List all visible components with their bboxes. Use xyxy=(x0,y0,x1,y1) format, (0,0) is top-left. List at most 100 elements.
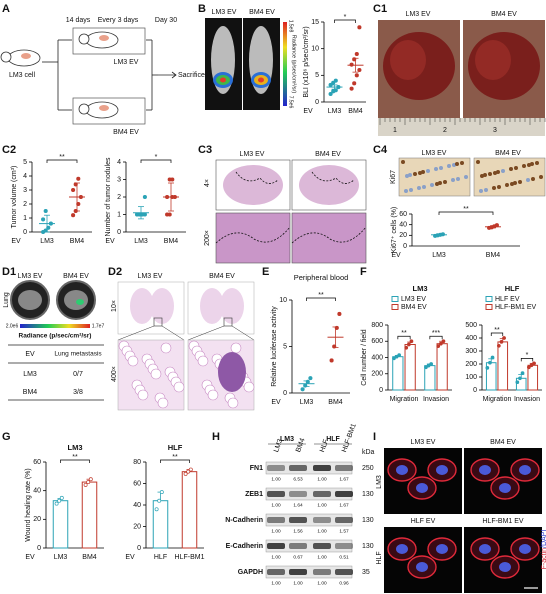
band xyxy=(267,517,285,523)
band xyxy=(335,465,353,471)
y-tick-label: 0 xyxy=(117,229,121,236)
alveolus xyxy=(173,381,185,393)
bar xyxy=(515,377,527,391)
arrow xyxy=(158,71,177,79)
panel-letter: D1 xyxy=(2,266,16,278)
alveolus xyxy=(197,355,209,367)
label: LM3 cell xyxy=(9,72,36,79)
panel-letter: D2 xyxy=(108,266,122,278)
label: 2 xyxy=(443,127,447,134)
alveolus xyxy=(127,355,139,367)
nucleus xyxy=(396,544,408,554)
signal xyxy=(258,77,264,83)
nucleus xyxy=(408,173,412,177)
ratio-label: 1.00 xyxy=(271,528,281,534)
legend-swatch xyxy=(391,296,399,302)
data-point xyxy=(337,311,342,317)
data-point xyxy=(499,340,504,344)
label: LM3 xyxy=(376,475,383,489)
lane-label: LM3 xyxy=(273,438,284,453)
significance-bracket xyxy=(520,358,534,362)
alveolus xyxy=(150,368,162,380)
x-tick-label: BM4 xyxy=(348,108,363,115)
x-axis-label: EV xyxy=(391,252,401,259)
nucleus xyxy=(447,164,451,168)
data-point xyxy=(76,176,81,181)
bar xyxy=(52,500,69,549)
x-axis-label: EV xyxy=(271,399,281,406)
y-axis-label: Ki67⁺ cells (%) xyxy=(391,207,398,253)
data-point xyxy=(354,73,359,78)
band xyxy=(267,491,285,497)
significance-label: ** xyxy=(494,327,500,334)
data-point xyxy=(142,194,147,200)
significance-label: * xyxy=(526,352,529,359)
nucleus xyxy=(401,160,405,164)
y-tick-label: 0 xyxy=(137,545,141,552)
label: HLF xyxy=(376,551,383,564)
y-tick-label: 0 xyxy=(403,243,407,250)
label: LM3 EV xyxy=(406,11,431,18)
tumor xyxy=(99,35,109,41)
legend-label: BM4 EV xyxy=(401,304,427,311)
tumor-border xyxy=(311,171,355,184)
data-point xyxy=(328,91,333,97)
data-point xyxy=(333,78,338,83)
ruler xyxy=(378,118,545,136)
alveolus xyxy=(207,389,219,401)
stain-label: F-actin xyxy=(541,548,546,570)
x-tick-label: LM3 xyxy=(40,238,54,245)
lung xyxy=(18,290,42,310)
y-axis-label: Wound healing rate (%) xyxy=(25,468,32,541)
nucleus xyxy=(514,166,518,170)
ratio-label: 0.67 xyxy=(293,554,303,560)
y-tick-label: 20 xyxy=(399,232,407,239)
label: LM3 EV xyxy=(422,150,447,157)
panel-letter: C3 xyxy=(198,144,212,156)
stain-label: /DAPI xyxy=(541,530,546,548)
significance-bracket xyxy=(160,459,190,463)
data-point xyxy=(308,376,313,381)
data-point xyxy=(186,469,191,474)
ratio-label: 0.51 xyxy=(339,554,349,560)
label: BM4 EV xyxy=(490,439,516,446)
lung-lobe xyxy=(130,288,154,324)
ratio-label: 6.53 xyxy=(293,476,303,482)
nucleus xyxy=(426,169,430,173)
nucleus xyxy=(436,544,448,554)
bar xyxy=(392,356,404,391)
tissue xyxy=(299,165,359,205)
data-point xyxy=(406,342,411,347)
panel-letter: E xyxy=(262,266,269,278)
lung-lobe xyxy=(220,288,244,324)
nucleus xyxy=(535,161,539,165)
data-point xyxy=(404,345,409,350)
scale-label: 2.0e6 xyxy=(6,323,19,329)
alveolus xyxy=(227,397,239,409)
nucleus xyxy=(522,164,526,168)
y-tick-label: 0 xyxy=(315,99,319,106)
significance-label: ** xyxy=(59,154,65,161)
label: LM3 EV xyxy=(240,151,265,158)
label: Lung xyxy=(3,292,10,308)
signal xyxy=(76,299,84,305)
band xyxy=(335,517,353,523)
significance-label: *** xyxy=(432,330,440,337)
nucleus xyxy=(519,544,531,554)
nucleus xyxy=(497,185,501,189)
chart-subtitle: HLF xyxy=(168,443,183,452)
band xyxy=(313,569,331,575)
significance-bracket xyxy=(60,459,90,463)
nucleus xyxy=(416,483,428,493)
data-point xyxy=(424,365,428,370)
lane-label: HLF-BM1 xyxy=(341,423,358,454)
y-tick-label: 0 xyxy=(473,387,477,394)
label: BM4 EV xyxy=(315,151,341,158)
data-point xyxy=(357,67,362,73)
data-point xyxy=(352,81,357,86)
y-tick-label: 0 xyxy=(37,545,41,552)
ratio-label: 0.96 xyxy=(339,580,349,586)
table-header: Lung metastasis xyxy=(54,351,102,358)
y-tick-label: 40 xyxy=(33,488,41,495)
